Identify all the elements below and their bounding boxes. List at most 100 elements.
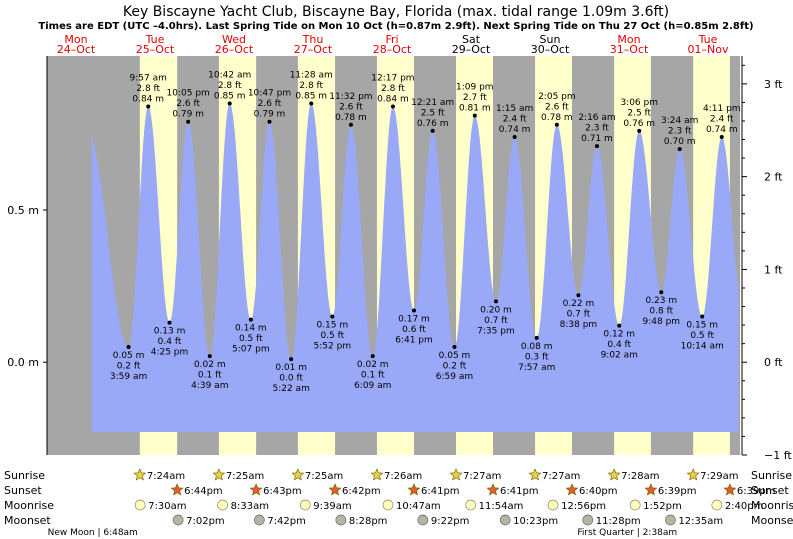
tide-point-8 — [267, 119, 272, 124]
tide-label-3-1: 0.4 ft — [158, 337, 182, 347]
tide-point-26 — [637, 128, 642, 133]
tide-label-9-0: 0.01 m — [275, 363, 307, 373]
row-label-left-0: Sunrise — [4, 469, 45, 482]
tide-label-1-2: 3:59 am — [110, 372, 147, 382]
tide-point-13 — [370, 354, 375, 359]
tide-point-28 — [677, 147, 682, 152]
moonset-icon-2 — [335, 514, 347, 526]
right-tick-label-3: 0 ft — [764, 356, 783, 369]
sunrise-time-6: 7:28am — [621, 471, 659, 482]
sunrise-star-5 — [528, 468, 542, 481]
tide-label-3-0: 0.13 m — [154, 327, 186, 337]
tide-point-10 — [309, 101, 314, 106]
tide-label-14-0: 12:17 pm — [371, 74, 414, 84]
day-headers: Mon24–OctTue25–OctWed26–OctThu27–OctFri2… — [57, 33, 729, 56]
tide-label-13-2: 6:09 am — [354, 381, 391, 391]
tide-label-6-2: 0.85 m — [214, 91, 246, 101]
moonrise-icon-6 — [629, 499, 641, 511]
moonset-time-0: 7:02pm — [186, 516, 225, 527]
sunrise-time-1: 7:25am — [226, 471, 264, 482]
tide-label-21-2: 7:57 am — [518, 363, 555, 373]
tide-label-18-1: 2.7 ft — [463, 93, 487, 103]
moonrise-time-0: 7:30am — [148, 501, 186, 512]
tide-label-25-2: 9:02 am — [601, 351, 638, 361]
tide-label-28-0: 3:24 am — [661, 116, 698, 126]
tide-label-4-1: 2.6 ft — [176, 99, 200, 109]
moonrise-icon-1 — [217, 499, 228, 511]
moonrise-time-3: 10:47am — [396, 501, 441, 512]
moonset-icon-6 — [665, 514, 676, 526]
tide-label-16-1: 2.5 ft — [421, 108, 445, 118]
tide-point-27 — [659, 290, 664, 295]
tide-label-19-1: 0.7 ft — [484, 316, 508, 326]
row-label-right-2: Moonrise — [751, 499, 793, 512]
tide-label-11-2: 5:52 pm — [314, 342, 352, 352]
tide-label-15-2: 6:41 pm — [395, 335, 433, 345]
sunrise-time-5: 7:27am — [542, 471, 580, 482]
tide-point-30 — [719, 134, 724, 139]
moonset-time-5: 11:28pm — [596, 516, 641, 527]
tide-label-8-2: 0.79 m — [254, 110, 286, 120]
tide-point-5 — [207, 354, 212, 359]
moonrise-icon-5 — [547, 499, 559, 511]
tide-label-10-2: 0.85 m — [295, 91, 327, 101]
tide-label-2-1: 2.8 ft — [136, 84, 160, 94]
tide-label-8-1: 2.6 ft — [258, 99, 282, 109]
tide-label-2-2: 0.84 m — [132, 95, 164, 105]
tide-label-4-2: 0.79 m — [172, 110, 204, 120]
tide-point-15 — [411, 308, 416, 313]
tide-label-2-0: 9:57 am — [130, 74, 167, 84]
axes: 0.5 m 0.0 m 3 ft 2 ft 1 ft 0 ft −1 ft — [7, 56, 792, 462]
moonrise-icon-2 — [299, 499, 311, 511]
tide-label-29-0: 0.15 m — [686, 321, 718, 331]
astro-rows: Sunrise Sunrise Sunset Sunset Moonrise Moonri… — [4, 468, 793, 538]
tide-label-14-1: 2.8 ft — [381, 84, 405, 94]
sunrise-star-0 — [133, 468, 147, 481]
right-tick-label-2: 1 ft — [764, 263, 783, 276]
day-name-7: Mon — [617, 33, 640, 46]
tide-label-24-0: 2:16 am — [578, 113, 615, 123]
tide-label-29-2: 10:14 am — [681, 342, 724, 352]
tide-point-11 — [330, 314, 335, 319]
tide-point-16 — [430, 128, 435, 133]
moon-phase-0: New Moon | 6:48am — [48, 528, 138, 538]
sunset-time-0: 6:44pm — [184, 486, 223, 497]
sunset-time-4: 6:41pm — [500, 486, 539, 497]
sunset-time-3: 6:41pm — [421, 486, 460, 497]
tide-label-27-2: 9:48 pm — [643, 317, 681, 327]
sunrise-time-7: 7:29am — [700, 471, 738, 482]
moonrise-icon-3 — [382, 499, 394, 511]
tide-label-21-1: 0.3 ft — [525, 352, 549, 362]
tide-label-30-2: 0.74 m — [706, 125, 738, 135]
tide-label-26-1: 2.5 ft — [627, 108, 651, 118]
day-name-8: Tue — [698, 33, 718, 46]
row-label-right-0: Sunrise — [751, 469, 792, 482]
moon-phase-1: First Quarter | 2:38am — [577, 528, 677, 538]
sunset-star-3 — [407, 483, 421, 496]
moonrise-icon-4 — [465, 499, 477, 511]
day-name-6: Sun — [540, 33, 561, 46]
tide-point-3 — [167, 320, 172, 325]
tide-point-18 — [472, 113, 477, 118]
moonrise-icon-7 — [711, 499, 723, 511]
tide-label-18-0: 1:09 pm — [456, 83, 494, 93]
moonset-icon-4 — [499, 514, 511, 526]
sunset-star-5 — [565, 483, 579, 496]
left-tick-label-0: 0.5 m — [7, 204, 39, 217]
tide-label-6-1: 2.8 ft — [218, 81, 242, 91]
sunrise-time-4: 7:27am — [463, 471, 501, 482]
tide-label-7-0: 0.14 m — [235, 324, 267, 334]
moonset-icon-5 — [582, 514, 594, 526]
moonset-time-6: 12:35am — [678, 516, 723, 527]
tide-label-18-2: 0.81 m — [459, 104, 491, 114]
tide-label-23-0: 0.22 m — [563, 299, 595, 309]
tide-label-3-2: 4:25 pm — [151, 348, 189, 358]
tide-label-28-2: 0.70 m — [664, 137, 696, 147]
tide-label-12-1: 2.6 ft — [339, 102, 363, 112]
tide-point-25 — [617, 323, 622, 328]
tide-point-12 — [348, 122, 353, 127]
day-date-0: 24–Oct — [57, 43, 96, 56]
tide-point-7 — [248, 317, 253, 322]
sunset-star-1 — [249, 483, 263, 496]
